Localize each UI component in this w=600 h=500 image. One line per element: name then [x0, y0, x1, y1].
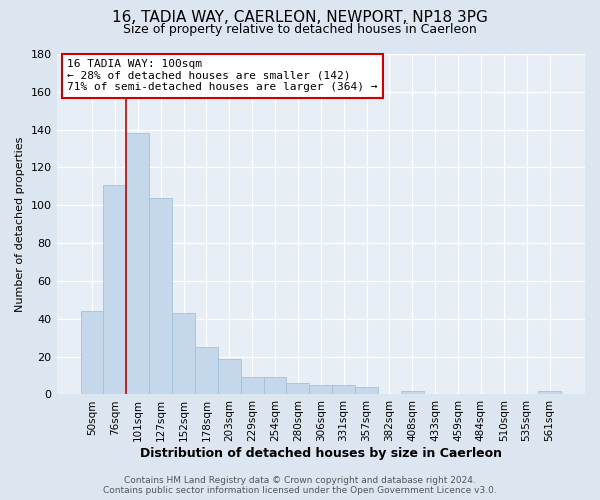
Bar: [332, 385, 355, 394]
Text: 16, TADIA WAY, CAERLEON, NEWPORT, NP18 3PG: 16, TADIA WAY, CAERLEON, NEWPORT, NP18 3…: [112, 10, 488, 25]
X-axis label: Distribution of detached houses by size in Caerleon: Distribution of detached houses by size …: [140, 447, 502, 460]
Bar: [263, 378, 286, 394]
Bar: [310, 385, 332, 394]
Bar: [103, 184, 127, 394]
Text: 16 TADIA WAY: 100sqm
← 28% of detached houses are smaller (142)
71% of semi-deta: 16 TADIA WAY: 100sqm ← 28% of detached h…: [67, 59, 377, 92]
Y-axis label: Number of detached properties: Number of detached properties: [15, 136, 25, 312]
Bar: [241, 378, 263, 394]
Text: Size of property relative to detached houses in Caerleon: Size of property relative to detached ho…: [123, 22, 477, 36]
Bar: [401, 390, 424, 394]
Bar: [127, 134, 149, 394]
Text: Contains HM Land Registry data © Crown copyright and database right 2024.
Contai: Contains HM Land Registry data © Crown c…: [103, 476, 497, 495]
Bar: [286, 383, 310, 394]
Bar: [355, 387, 378, 394]
Bar: [80, 311, 103, 394]
Bar: [218, 358, 241, 394]
Bar: [149, 198, 172, 394]
Bar: [172, 313, 195, 394]
Bar: [195, 347, 218, 395]
Bar: [538, 390, 561, 394]
